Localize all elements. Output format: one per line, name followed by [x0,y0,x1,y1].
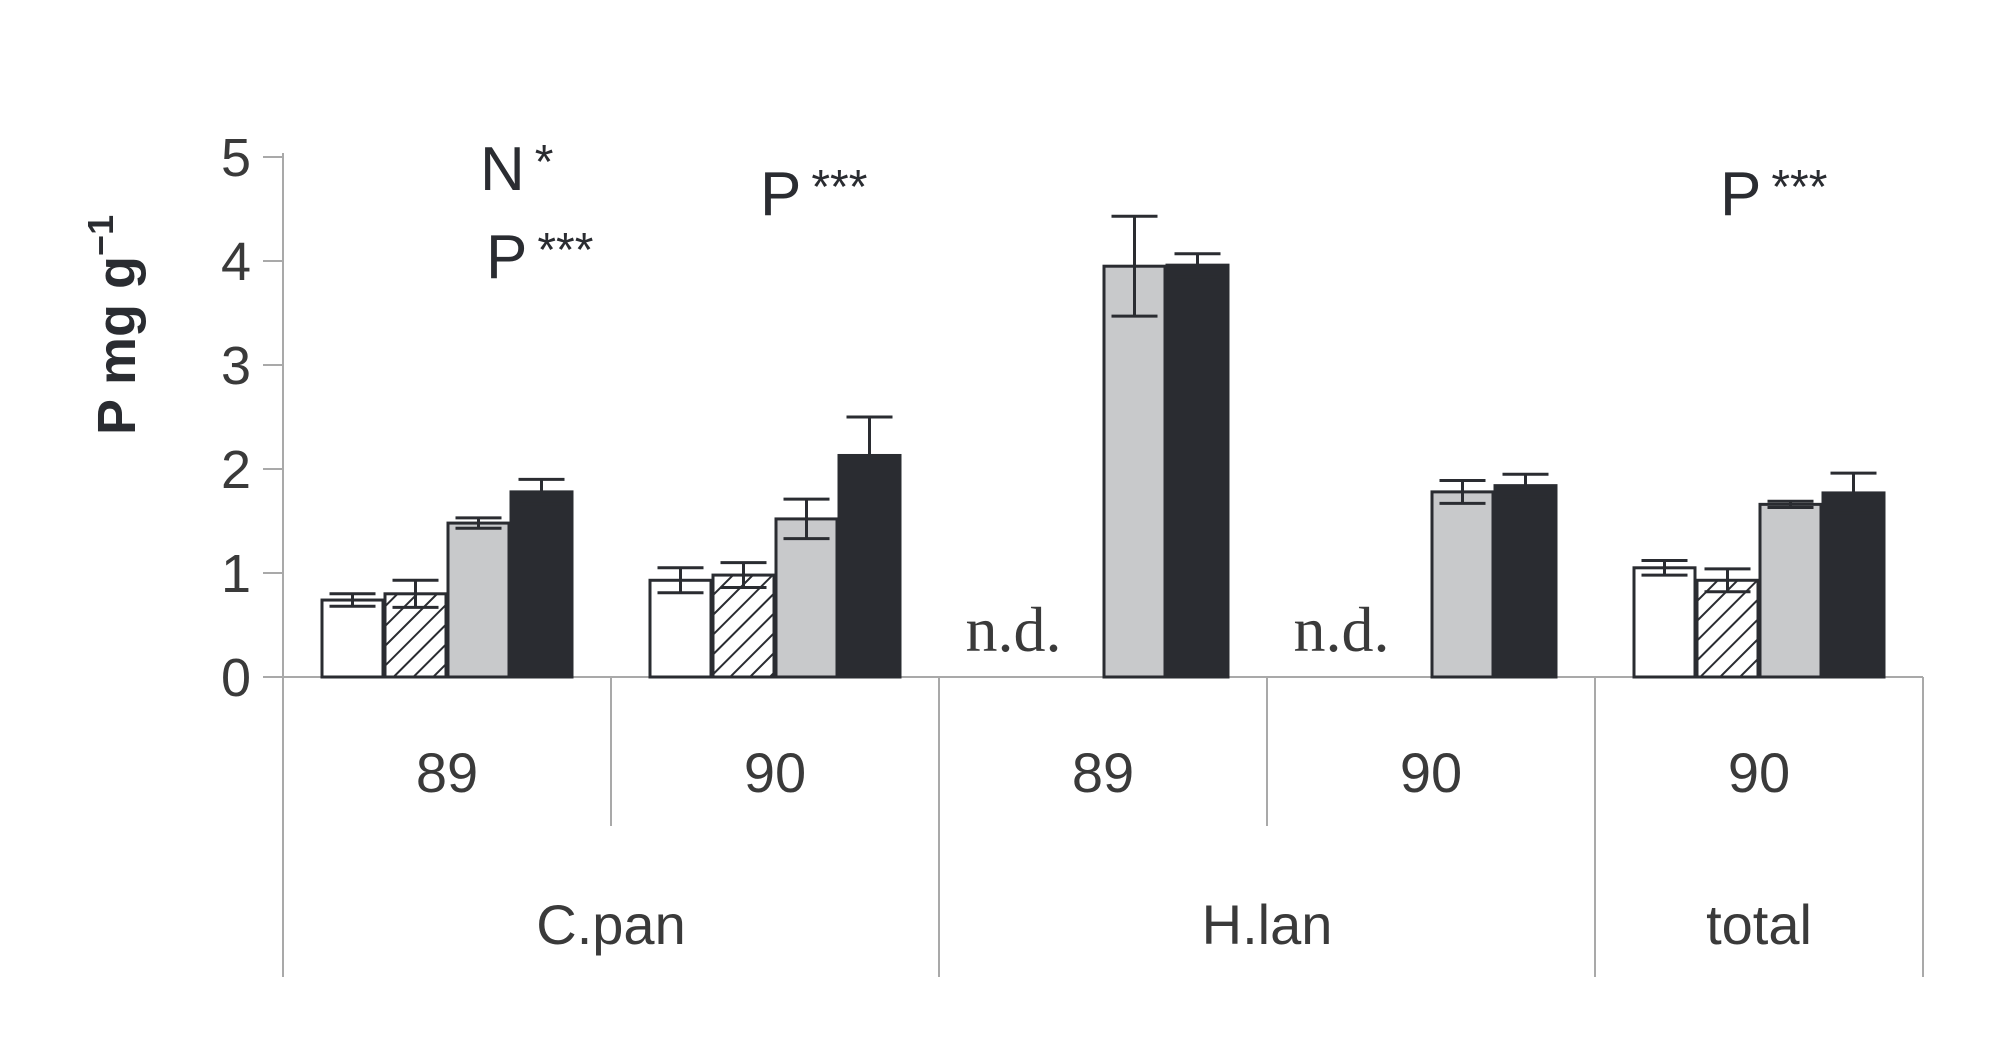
significance-2-0: P *** [1720,160,1827,229]
bar-s2-c3 [1430,490,1495,679]
y-tick-label-2: 2 [221,440,251,500]
y-axis-label-text: P mg g [87,256,147,435]
y-tick-label-4: 4 [221,232,251,292]
bar-s1-c1 [711,573,776,679]
significance-letter: P [486,223,527,292]
x-category-label-3: 90 [1400,741,1462,804]
significance-stars: * [535,136,554,189]
bar-s3-c0 [509,490,574,679]
axes: 0 1 2 3 4 5 [221,128,1924,977]
significance-letter: N [480,135,525,204]
significance-0-1: P *** [486,223,593,292]
x-category-label-0: 89 [416,741,478,804]
x-group-label-0: C.pan [536,893,685,956]
significance-1-0: P *** [760,160,867,229]
bar-s3-c4 [1821,491,1886,679]
significance-stars: *** [537,224,593,277]
bar-s2-c0 [446,521,511,679]
bar-s2-c1 [774,517,839,679]
bar-s0-c0 [320,598,385,679]
y-tick-label-3: 3 [221,336,251,396]
bar-s0-c4 [1632,566,1697,679]
significance-stars: *** [811,161,867,214]
bar-s3-c2 [1165,263,1230,679]
x-category-label-2: 89 [1072,741,1134,804]
bar-s2-c2 [1102,264,1167,679]
y-tick-label-0: 0 [221,648,251,708]
bar-s3-c3 [1493,484,1558,679]
bar-s1-c4 [1695,578,1760,679]
x-category-label-4: 90 [1728,741,1790,804]
x-group-label-1: H.lan [1202,893,1333,956]
bar-s2-c4 [1758,502,1823,679]
nd-label-0: n.d. [966,594,1062,665]
y-tick-label-5: 5 [221,128,251,188]
x-group-label-2: total [1706,893,1812,956]
x-category-label-1: 90 [744,741,806,804]
y-axis-label-superscript: −1 [80,215,121,256]
significance-stars: *** [1771,161,1827,214]
bar-s0-c1 [648,578,713,679]
y-axis-label: P mg g−1 [80,215,147,435]
significance-letter: P [1720,160,1761,229]
nd-label-1: n.d. [1294,594,1390,665]
bars [320,214,1886,679]
y-tick-label-1: 1 [221,544,251,604]
significance-letter: P [760,160,801,229]
significance-0-0: N * [480,135,553,204]
